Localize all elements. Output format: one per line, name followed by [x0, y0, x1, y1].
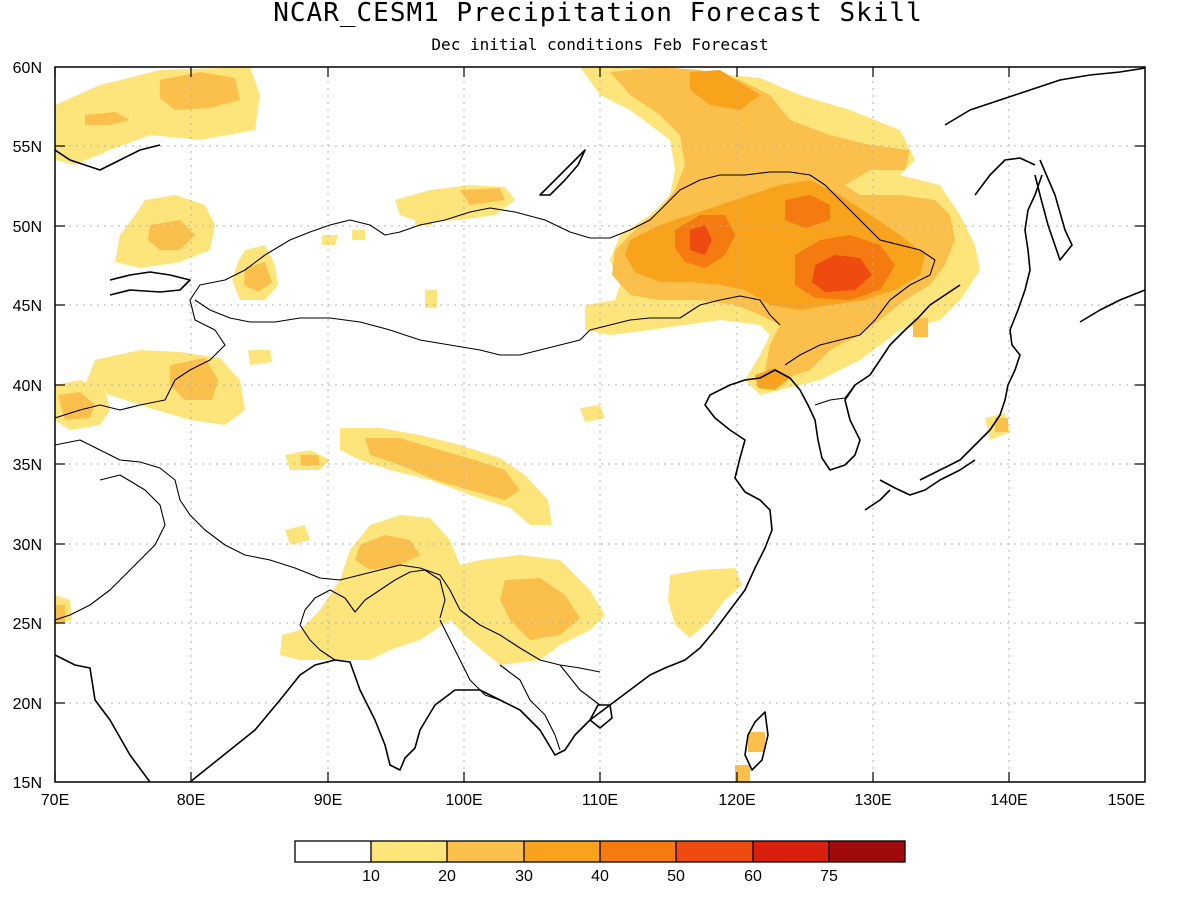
map-gridlines: [55, 67, 1145, 782]
lat-label: 60N: [13, 60, 42, 77]
lon-label: 110E: [582, 792, 618, 809]
lat-label: 45N: [13, 298, 42, 315]
axis-ticks: [54, 67, 1145, 782]
country-borders: [55, 171, 936, 751]
colorbar-swatch: [524, 841, 600, 862]
latitude-labels: 60N 55N 50N 45N 40N 35N 30N 25N 20N 15N: [13, 60, 42, 792]
colorbar-label: 60: [744, 868, 762, 885]
colorbar-swatch: [447, 841, 524, 862]
lat-label: 20N: [13, 696, 42, 713]
skill-shading-level-5: [690, 225, 872, 292]
coastlines: [55, 67, 1145, 782]
colorbar-label: 20: [438, 868, 456, 885]
colorbar-label: 75: [820, 868, 838, 885]
lon-label: 130E: [854, 792, 891, 809]
lon-label: 80E: [177, 792, 205, 809]
lon-label: 140E: [990, 792, 1027, 809]
lat-label: 35N: [13, 457, 42, 474]
colorbar-swatch: [600, 841, 676, 862]
lon-label: 150E: [1108, 792, 1145, 809]
lon-label: 90E: [314, 792, 342, 809]
colorbar-swatch: [371, 841, 447, 862]
lon-label: 120E: [718, 792, 755, 809]
map-title: NCAR_CESM1 Precipitation Forecast Skill: [273, 0, 922, 28]
lon-label: 100E: [445, 792, 482, 809]
colorbar-label: 50: [667, 868, 685, 885]
longitude-labels: 70E 80E 90E 100E 110E 120E 130E 140E 150…: [41, 792, 1145, 809]
lat-label: 55N: [13, 139, 42, 156]
lat-label: 15N: [13, 775, 42, 792]
colorbar-swatch: [676, 841, 753, 862]
colorbar-label: 40: [591, 868, 609, 885]
lat-label: 40N: [13, 378, 42, 395]
map-panel: [55, 67, 1145, 782]
lat-label: 30N: [13, 537, 42, 554]
colorbar-swatch: [829, 841, 905, 862]
lon-label: 70E: [41, 792, 69, 809]
map-subtitle: Dec initial conditions Feb Forecast: [431, 35, 768, 54]
colorbar-label: 30: [515, 868, 533, 885]
colorbar-swatch: [295, 841, 371, 862]
colorbar-label: 10: [362, 868, 380, 885]
lat-label: 50N: [13, 219, 42, 236]
lat-label: 25N: [13, 616, 42, 633]
colorbar: 10 20 30 40 50 60 75: [294, 840, 906, 885]
colorbar-swatch: [753, 841, 829, 862]
